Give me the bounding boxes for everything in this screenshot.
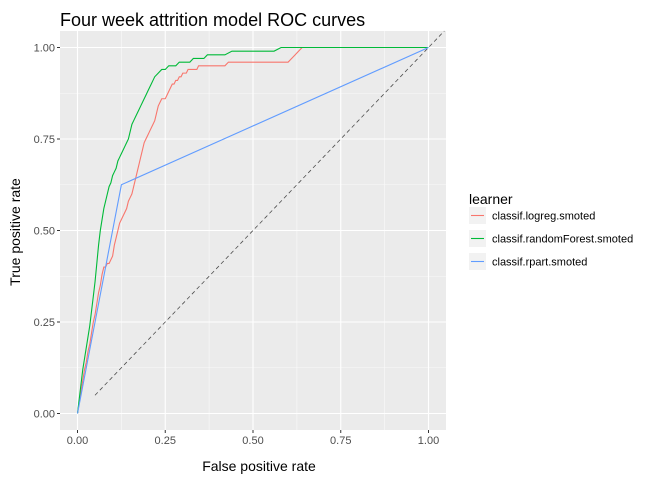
reference-diagonal-line xyxy=(94,30,445,396)
chart-title: Four week attrition model ROC curves xyxy=(60,10,365,30)
x-tick-label: 0.25 xyxy=(155,435,176,447)
reference-diagonal xyxy=(94,30,445,396)
series-line-2 xyxy=(76,46,429,414)
x-axis-title: False positive rate xyxy=(202,458,316,474)
y-tick-label: 0.00 xyxy=(34,409,55,421)
x-tick-label: 0.50 xyxy=(242,435,263,447)
legend-label: classif.randomForest.smoted xyxy=(492,234,633,246)
y-tick-label: 1.00 xyxy=(34,43,55,55)
y-tick-label: 0.75 xyxy=(34,134,55,146)
legend-title: learner xyxy=(469,191,513,207)
series-line-3 xyxy=(76,46,429,414)
y-tick-label: 0.25 xyxy=(34,317,55,329)
roc-series-lines xyxy=(76,46,429,414)
x-tick-label: 0.75 xyxy=(330,435,351,447)
series-line-1 xyxy=(76,46,429,414)
legend-label: classif.rpart.smoted xyxy=(492,257,587,269)
x-tick-label: 0.00 xyxy=(67,435,88,447)
legend: learner classif.logreg.smoted classif.ran… xyxy=(469,191,633,270)
y-axis-title: True positive rate xyxy=(7,178,23,286)
y-tick-label: 0.50 xyxy=(34,226,55,238)
legend-label: classif.logreg.smoted xyxy=(492,211,595,223)
grid-lines xyxy=(60,31,446,430)
axis-ticks: 0.00 0.25 0.50 0.75 1.00 0.00 0.25 0.50 0.75 1.00 xyxy=(34,43,440,448)
x-tick-label: 1.00 xyxy=(418,435,439,447)
